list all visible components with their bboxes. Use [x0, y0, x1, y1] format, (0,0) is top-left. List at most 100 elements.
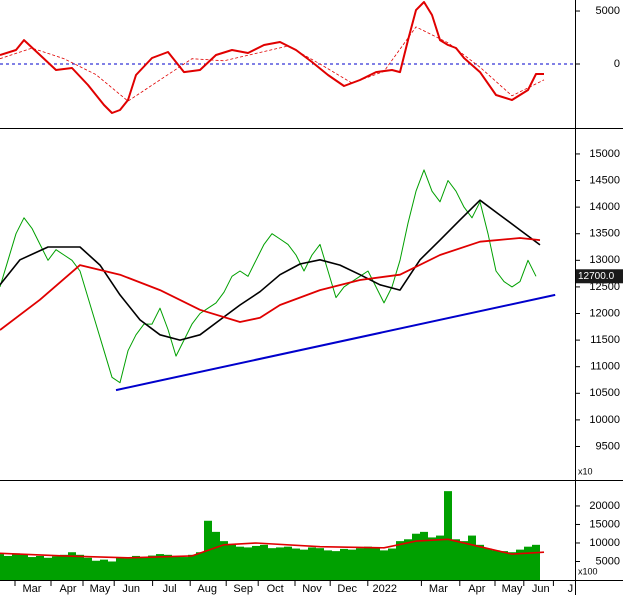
volume-bar: [436, 535, 444, 580]
y-tick-label: 11500: [590, 334, 620, 346]
volume-bar: [172, 555, 180, 580]
volume-bar: [212, 531, 220, 580]
volume-bar: [36, 555, 44, 580]
volume-bar: [44, 557, 52, 580]
y-tick-label: 14000: [589, 201, 620, 213]
series-line: [0, 1, 544, 114]
x-tick-label: Mar: [23, 583, 42, 595]
volume-bar: [500, 551, 508, 580]
series-line: [0, 538, 545, 559]
x-tick-label: May: [90, 583, 111, 595]
volume-bar: [60, 554, 68, 580]
volume-bar: [268, 548, 276, 580]
volume-bar: [92, 560, 100, 580]
volume-bar: [196, 552, 204, 580]
volume-bar: [332, 551, 340, 580]
volume-bar: [84, 557, 92, 580]
volume-bar: [252, 545, 260, 580]
last-value-box: [576, 269, 623, 284]
volume-bar: [340, 548, 348, 580]
volume-bar: [284, 546, 292, 580]
volume-bar: [492, 550, 500, 580]
volume-bar: [484, 548, 492, 580]
x-tick-label: May: [502, 583, 523, 595]
volume-bar: [476, 544, 484, 580]
volume-bar: [300, 549, 308, 580]
volume-bar: [188, 554, 196, 580]
volume-bar: [52, 556, 60, 580]
last-value-label: 12700.0: [578, 271, 615, 282]
volume-bar: [348, 549, 356, 580]
series-line: [0, 237, 541, 331]
volume-bar: [508, 552, 516, 580]
x-tick-label: Aug: [197, 583, 217, 595]
x-tick-label: Mar: [429, 583, 448, 595]
volume-bar: [316, 548, 324, 580]
volume-bar: [228, 544, 236, 580]
volume-bar: [452, 539, 460, 580]
series-line: [0, 169, 537, 384]
x-tick-label: J: [568, 583, 574, 595]
volume-bar: [324, 550, 332, 580]
series-line: [0, 26, 545, 102]
y-tick-label: 9500: [596, 440, 620, 452]
volume-bar: [100, 559, 108, 580]
volume-bar: [244, 547, 252, 580]
volume-bar: [108, 561, 116, 580]
volume-bar: [372, 547, 380, 580]
volume-bar: [148, 555, 156, 580]
volume-bar: [276, 547, 284, 580]
x-tick-label: 2022: [373, 583, 397, 595]
volume-bar: [460, 541, 468, 580]
volume-bar: [404, 539, 412, 580]
x-tick-label: Jul: [163, 583, 177, 595]
volume-bar: [140, 557, 148, 580]
series-line: [115, 293, 556, 392]
series-line: [0, 199, 541, 341]
axis-note: x100: [578, 566, 598, 576]
volume-bar: [124, 558, 132, 580]
volume-bar: [28, 557, 36, 580]
volume-bar: [164, 554, 172, 580]
volume-bar: [68, 552, 76, 580]
volume-bar: [12, 553, 20, 580]
y-tick-label: 13000: [589, 254, 620, 266]
x-tick-label: Nov: [302, 583, 322, 595]
y-tick-label: 20000: [589, 500, 620, 512]
volume-bar: [532, 544, 540, 580]
volume-bar: [0, 554, 4, 580]
volume-bar: [292, 548, 300, 580]
volume-bar: [356, 548, 364, 580]
volume-bar: [4, 555, 12, 580]
y-tick-label: 10500: [589, 387, 620, 399]
volume-bar: [132, 555, 140, 580]
volume-bar: [380, 550, 388, 580]
volume-bar: [524, 546, 532, 580]
x-tick-label: Sep: [233, 583, 253, 595]
y-tick-label: 11000: [590, 361, 620, 373]
volume-bar: [260, 544, 268, 580]
y-tick-label: 0: [614, 58, 620, 70]
x-tick-label: Dec: [337, 583, 357, 595]
volume-bar: [468, 535, 476, 580]
x-tick-label: Apr: [59, 583, 76, 595]
volume-bar: [396, 541, 404, 580]
y-tick-label: 15000: [589, 148, 620, 160]
volume-bar: [412, 533, 420, 580]
volume-bar: [220, 541, 228, 580]
volume-bar: [20, 554, 28, 580]
y-tick-label: 12500: [589, 281, 620, 293]
volume-bar: [156, 554, 164, 580]
y-tick-label: 13500: [589, 228, 620, 240]
x-tick-label: Jun: [532, 583, 550, 595]
axis-note: x10: [578, 466, 593, 476]
y-tick-label: 10000: [589, 537, 620, 549]
volume-bar: [308, 547, 316, 580]
y-tick-label: 10000: [589, 414, 620, 426]
x-tick-label: Apr: [468, 583, 485, 595]
volume-bar: [516, 549, 524, 580]
volume-bar: [76, 554, 84, 580]
y-tick-label: 5000: [596, 555, 620, 567]
